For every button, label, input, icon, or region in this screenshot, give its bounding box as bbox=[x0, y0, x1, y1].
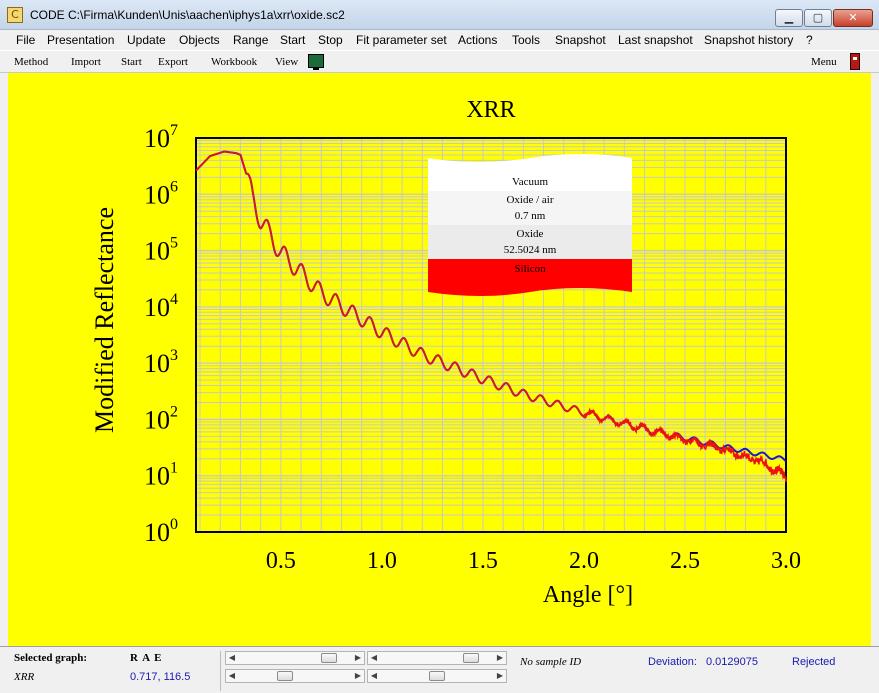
scrollbar-3[interactable]: ◀ ▶ bbox=[367, 651, 507, 665]
scrollbar-4[interactable]: ◀ ▶ bbox=[367, 669, 507, 683]
scroll-right-icon[interactable]: ▶ bbox=[354, 653, 362, 662]
x-tick-label: 3.0 bbox=[771, 548, 801, 574]
y-tick-label: 103 bbox=[144, 347, 178, 378]
y-tick-label: 102 bbox=[144, 403, 178, 434]
sample-id: No sample ID bbox=[520, 656, 582, 668]
code-app-icon[interactable]: C bbox=[7, 7, 23, 23]
scroll-right-icon[interactable]: ▶ bbox=[496, 671, 504, 680]
fit-result-status: Rejected bbox=[792, 656, 836, 668]
menu-help[interactable]: ? bbox=[806, 33, 813, 47]
layer-silicon[interactable] bbox=[428, 259, 632, 296]
scroll-thumb-1[interactable] bbox=[321, 653, 338, 663]
menu-tools[interactable]: Tools bbox=[512, 33, 541, 47]
tool-method[interactable]: Method bbox=[14, 56, 49, 68]
menu-actions[interactable]: Actions bbox=[458, 33, 498, 47]
selected-graph-name: XRR bbox=[14, 671, 35, 683]
maximize-button[interactable]: ▢ bbox=[804, 9, 832, 27]
menu-fit-parameter-set[interactable]: Fit parameter set bbox=[356, 33, 447, 47]
menu-objects[interactable]: Objects bbox=[179, 33, 220, 47]
menu-last-snapshot[interactable]: Last snapshot bbox=[618, 33, 693, 47]
y-axis-label: Modified Reflectance bbox=[90, 207, 119, 433]
x-tick-labels: 0.5 1.0 1.5 2.0 2.5 3.0 bbox=[266, 548, 801, 574]
cursor-coordinates: 0.717, 116.5 bbox=[130, 671, 191, 683]
menu-stop[interactable]: Stop bbox=[318, 33, 343, 47]
selected-graph-label: Selected graph: bbox=[14, 652, 88, 664]
layer-label: Oxide / air bbox=[506, 194, 553, 206]
scroll-thumb-3[interactable] bbox=[463, 653, 480, 663]
title-bar: C CODE C:\Firma\Kunden\Unis\aachen\iphys… bbox=[0, 0, 879, 30]
x-tick-label: 1.5 bbox=[468, 548, 498, 574]
deviation-label: Deviation: bbox=[648, 656, 697, 668]
rae-indicator[interactable]: R A E bbox=[130, 652, 163, 664]
y-tick-label: 100 bbox=[144, 516, 178, 547]
chart-grid bbox=[196, 138, 786, 533]
layer-label: Vacuum bbox=[512, 176, 548, 188]
window-title: CODE C:\Firma\Kunden\Unis\aachen\iphys1a… bbox=[30, 8, 345, 22]
tool-import[interactable]: Import bbox=[71, 56, 101, 68]
menu-range[interactable]: Range bbox=[233, 33, 269, 47]
close-button[interactable]: ✕ bbox=[833, 9, 873, 27]
scroll-thumb-2[interactable] bbox=[277, 671, 294, 681]
scroll-right-icon[interactable]: ▶ bbox=[354, 671, 362, 680]
device-icon[interactable] bbox=[850, 53, 860, 70]
scrollbar-2[interactable]: ◀ ▶ bbox=[225, 669, 365, 683]
tool-export[interactable]: Export bbox=[158, 56, 188, 68]
deviation-value: 0.0129075 bbox=[706, 656, 758, 668]
scroll-left-icon[interactable]: ◀ bbox=[370, 671, 378, 680]
minimize-button[interactable]: ▁ bbox=[775, 9, 803, 27]
menu-start[interactable]: Start bbox=[280, 33, 306, 47]
layer-label: Silicon bbox=[514, 263, 546, 275]
menu-snapshot[interactable]: Snapshot bbox=[555, 33, 606, 47]
tool-view[interactable]: View bbox=[275, 56, 299, 68]
y-tick-label: 101 bbox=[144, 460, 178, 491]
scroll-right-icon[interactable]: ▶ bbox=[496, 653, 504, 662]
tool-menu[interactable]: Menu bbox=[811, 56, 837, 68]
chart-title: XRR bbox=[466, 97, 515, 123]
menu-bar: File Presentation Update Objects Range S… bbox=[0, 30, 879, 50]
x-tick-label: 0.5 bbox=[266, 548, 296, 574]
xrr-chart[interactable]: 0.5 1.0 1.5 2.0 2.5 3.0 100 101 102 103 104 105 106… bbox=[8, 73, 871, 646]
x-tick-label: 1.0 bbox=[367, 548, 397, 574]
menu-file[interactable]: File bbox=[16, 33, 36, 47]
chart-canvas[interactable]: 0.5 1.0 1.5 2.0 2.5 3.0 100 101 102 103 104 105 106… bbox=[8, 73, 871, 646]
toolbar: Method Import Start Export Workbook View… bbox=[0, 50, 879, 73]
x-axis-label: Angle [°] bbox=[543, 582, 633, 608]
measured-curve bbox=[195, 150, 787, 483]
layer-label: 52.5024 nm bbox=[504, 244, 557, 256]
scrollbar-1[interactable]: ◀ ▶ bbox=[225, 651, 365, 665]
scroll-left-icon[interactable]: ◀ bbox=[370, 653, 378, 662]
monitor-icon[interactable] bbox=[308, 54, 324, 70]
tool-start[interactable]: Start bbox=[121, 56, 142, 68]
layer-stack[interactable]: Vacuum Oxide / air 0.7 nm Oxide 52.5024 nm Si… bbox=[428, 154, 632, 296]
x-tick-label: 2.5 bbox=[670, 548, 700, 574]
menu-snapshot-history[interactable]: Snapshot history bbox=[704, 33, 794, 47]
scroll-left-icon[interactable]: ◀ bbox=[228, 671, 236, 680]
y-tick-labels: 100 101 102 103 104 105 106 107 bbox=[144, 122, 178, 547]
layer-label: 0.7 nm bbox=[515, 210, 546, 222]
scroll-left-icon[interactable]: ◀ bbox=[228, 653, 236, 662]
layer-vacuum[interactable] bbox=[428, 154, 632, 191]
tool-workbook[interactable]: Workbook bbox=[211, 56, 258, 68]
status-separator bbox=[220, 651, 221, 691]
y-tick-label: 107 bbox=[144, 122, 178, 153]
y-tick-label: 105 bbox=[144, 235, 178, 266]
layer-label: Oxide bbox=[517, 228, 544, 240]
menu-presentation[interactable]: Presentation bbox=[47, 33, 115, 47]
y-tick-label: 106 bbox=[144, 178, 178, 209]
status-bar: Selected graph: R A E XRR 0.717, 116.5 ◀… bbox=[0, 646, 879, 693]
layer-oxide[interactable] bbox=[428, 225, 632, 259]
scroll-thumb-4[interactable] bbox=[429, 671, 445, 681]
menu-update[interactable]: Update bbox=[127, 33, 166, 47]
layer-oxide-air[interactable] bbox=[428, 191, 632, 225]
plot-frame bbox=[195, 137, 787, 533]
y-tick-label: 104 bbox=[144, 291, 178, 322]
x-tick-label: 2.0 bbox=[569, 548, 599, 574]
